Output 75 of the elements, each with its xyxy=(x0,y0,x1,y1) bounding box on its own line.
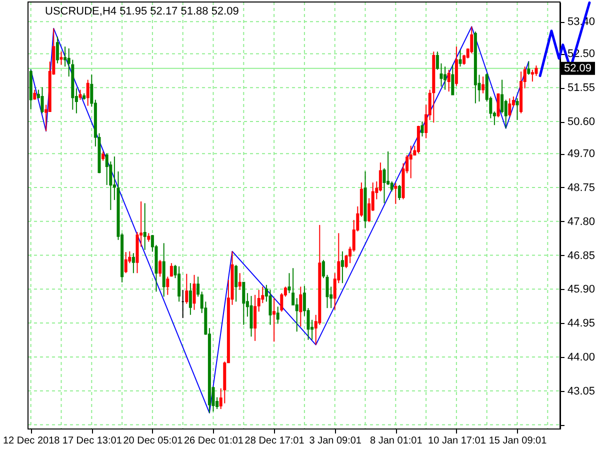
candlestick xyxy=(409,145,412,179)
y-tick-label: 48.75 xyxy=(568,182,596,194)
candlestick xyxy=(444,66,447,90)
candlestick xyxy=(192,274,196,310)
candlestick xyxy=(299,286,302,328)
candlestick xyxy=(482,76,485,94)
candlestick xyxy=(178,266,181,302)
candlestick xyxy=(56,36,59,64)
candlestick xyxy=(242,282,246,326)
candlestick xyxy=(268,289,272,326)
candlestick xyxy=(470,26,474,54)
candlestick xyxy=(378,162,382,192)
candlestick xyxy=(447,69,450,92)
candlestick xyxy=(86,79,90,106)
y-tick-label: 46.85 xyxy=(568,250,596,262)
candlestick xyxy=(322,259,325,279)
candlestick xyxy=(250,295,253,338)
candlestick xyxy=(420,121,424,137)
x-tick-label: 12 Dec 2018 xyxy=(2,436,60,446)
candlestick xyxy=(454,46,458,86)
candlestick xyxy=(527,61,530,76)
x-tick-label: 17 Dec 13:01 xyxy=(62,436,122,446)
chart-title: USCRUDE,H4 51.95 52.17 51.88 52.09 xyxy=(45,5,239,18)
candlestick xyxy=(340,250,344,284)
candlestick xyxy=(170,262,173,278)
candlestick xyxy=(272,298,276,342)
candlestick xyxy=(451,64,454,96)
candlestick xyxy=(516,98,519,121)
x-tick-label: 10 Jan 17:01 xyxy=(428,436,486,446)
ref-line-label: 52.09 xyxy=(564,62,592,74)
candlestick xyxy=(196,276,200,298)
y-tick-label: 44.95 xyxy=(568,318,596,330)
y-tick-label: 45.90 xyxy=(568,284,596,296)
candlestick xyxy=(394,182,398,204)
candlestick xyxy=(496,92,500,118)
candlestick xyxy=(124,252,128,274)
x-tick-label: 8 Jan 01:01 xyxy=(370,436,423,446)
y-tick-label: 50.60 xyxy=(568,116,596,128)
candlestick xyxy=(254,294,257,342)
x-tick-label: 26 Dec 01:01 xyxy=(184,436,244,446)
candlestick xyxy=(112,156,116,200)
candlestick xyxy=(534,64,538,76)
candlestick xyxy=(436,51,439,70)
candlestick xyxy=(530,69,534,82)
x-tick-label: 28 Dec 17:01 xyxy=(244,436,305,446)
candlestick xyxy=(40,86,44,114)
y-tick-label: 44.00 xyxy=(568,351,596,364)
candlestick xyxy=(398,184,401,200)
candlestick xyxy=(500,79,504,114)
y-tick-label: 47.80 xyxy=(568,216,596,228)
x-tick-label: 3 Jan 09:01 xyxy=(309,436,362,446)
y-tick-label: 49.70 xyxy=(568,148,596,160)
candlestick xyxy=(64,46,67,68)
x-tick-label: 15 Jan 09:01 xyxy=(488,436,548,446)
candlestick xyxy=(143,202,146,250)
candlestick xyxy=(390,180,394,192)
candlestick xyxy=(440,62,443,88)
candlestick xyxy=(78,89,82,100)
candlestick xyxy=(185,273,188,304)
candlestick xyxy=(276,306,280,324)
candlestick xyxy=(326,274,329,309)
candlestick xyxy=(132,252,135,274)
candlestick xyxy=(166,276,170,296)
candlestick xyxy=(60,51,63,66)
candlestick xyxy=(234,264,238,302)
line-series xyxy=(30,26,530,414)
candlestick xyxy=(238,272,242,290)
candlestick xyxy=(508,98,512,118)
y-tick-label: 43.05 xyxy=(568,385,596,398)
x-tick-label: 20 Dec 05:01 xyxy=(123,436,184,446)
candlestick xyxy=(458,49,462,68)
candlestick xyxy=(188,282,192,316)
y-tick-label: 51.55 xyxy=(568,82,596,94)
candlestick xyxy=(102,150,105,162)
candlestick xyxy=(158,259,162,278)
